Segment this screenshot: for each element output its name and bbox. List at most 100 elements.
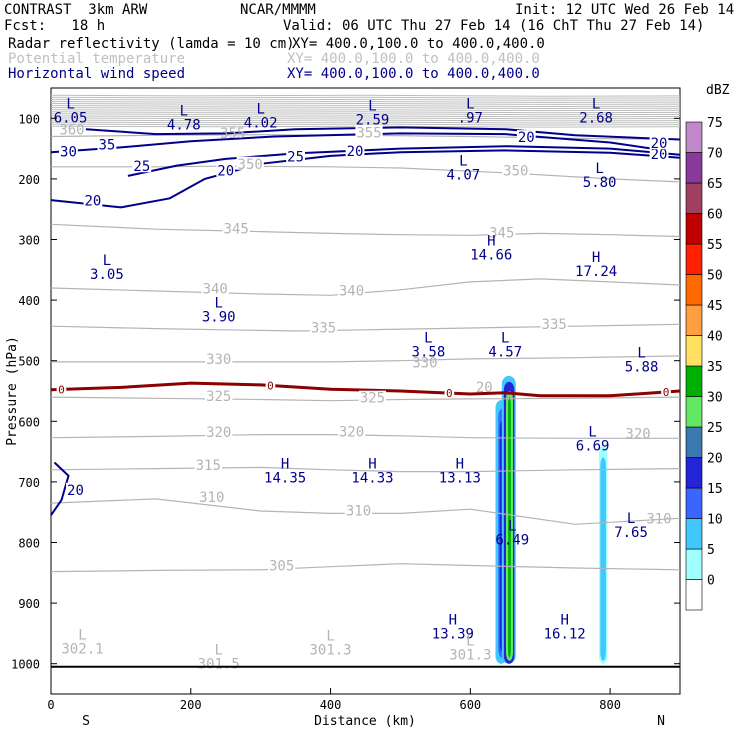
low-marker: L [466, 97, 474, 113]
colorbar-segment [685, 518, 703, 550]
upper-theta-line [50, 107, 681, 110]
contour-label: 330 [412, 356, 437, 372]
wind-label: 20 [651, 147, 668, 163]
upper-theta-line [50, 111, 681, 114]
extremum-value: 5.80 [583, 175, 617, 191]
colorbar-label: 35 [707, 360, 723, 375]
wind-label-bg [216, 163, 236, 177]
wind-label-bg [649, 147, 669, 161]
low-marker: L [501, 331, 509, 347]
theta-label: 315 [196, 458, 221, 474]
model-name: CONTRAST 3km ARW [4, 2, 148, 18]
extremum-value: 14.66 [470, 248, 512, 264]
theta-label-bg [502, 163, 530, 177]
y-tick-label: 500 [18, 355, 40, 369]
upper-theta-line [50, 121, 681, 124]
valid-time: Valid: 06 UTC Thu 27 Feb 14 (16 ChT Thu … [283, 18, 705, 34]
x-tick-label: 200 [180, 698, 202, 712]
freezing-label-bg [444, 389, 455, 398]
theta-contour-305 [50, 563, 681, 573]
wind-label-bg [649, 136, 669, 150]
y-tick-label: 1000 [11, 658, 40, 672]
extremum-value: 4.02 [244, 115, 278, 131]
x-tick-label: 600 [459, 698, 481, 712]
low-marker: L [466, 634, 474, 650]
wind-label: 20 [85, 194, 102, 210]
theta-label-bg [236, 156, 264, 170]
colorbar-unit: dBZ [706, 83, 730, 98]
colorbar-segment [685, 365, 703, 397]
theta-label-bg [540, 316, 568, 330]
high-marker: H [281, 457, 289, 473]
extremum-value: 14.35 [264, 471, 306, 487]
wind-label: 20 [67, 483, 84, 499]
freezing-level-label: 0 [58, 383, 65, 396]
wind-label-bg [345, 144, 365, 158]
theta-label: 320 [206, 425, 231, 441]
theta-contour-340 [50, 278, 681, 296]
theta-label: 335 [542, 317, 567, 333]
extremum-value: 3.05 [90, 267, 124, 283]
extremum-value: 302.1 [61, 641, 103, 657]
contour-label: 355 [220, 126, 245, 142]
extremum-value: 17.24 [575, 264, 617, 280]
upper-theta-line [50, 119, 681, 122]
wind-contour-35 [85, 126, 681, 141]
extremum-value: 6.69 [576, 438, 610, 454]
upper-contour-band [50, 94, 681, 128]
contour-label: 20 [476, 380, 493, 396]
theta-label: 330 [206, 352, 231, 368]
freezing-level-line [50, 381, 681, 398]
theta-label-bg [222, 221, 250, 235]
theta-label-bg [194, 457, 222, 471]
freezing-level-label: 0 [446, 387, 453, 400]
theta-label: 305 [269, 559, 294, 575]
colorbar-segment [685, 396, 703, 428]
extremum-value: 16.12 [544, 626, 586, 642]
low-marker: L [180, 103, 188, 119]
theta-contour-315 [50, 466, 681, 473]
forecast-hour: Fcst: 18 h [4, 18, 106, 34]
extremum-value: 6.49 [495, 532, 529, 548]
colorbar-segment [685, 487, 703, 519]
colorbar-segment [685, 243, 703, 275]
colorbar-label: 55 [707, 238, 723, 253]
theta-label-bg [337, 283, 366, 297]
wind-label-bg [59, 144, 78, 158]
extremum-value: 14.33 [351, 471, 393, 487]
high-marker: H [449, 612, 457, 628]
wind-label-bg [286, 149, 306, 163]
colorbar-label: 20 [707, 452, 723, 467]
colorbar-segment [685, 335, 703, 367]
low-marker: L [588, 424, 596, 440]
north-label: N [657, 714, 665, 729]
wind-label-bg [66, 482, 85, 496]
extremum-value: 4.78 [167, 117, 201, 133]
theta-label-bg [355, 125, 383, 139]
theta-label: 340 [203, 282, 228, 298]
colorbar-label: 70 [707, 147, 723, 162]
extremum-value: 301.3 [309, 643, 351, 659]
extremum-value: 2.68 [579, 111, 613, 127]
low-marker: L [424, 331, 432, 347]
south-label: S [82, 714, 90, 729]
colorbar-segment [685, 274, 703, 306]
extremum-value: 301.5 [198, 657, 240, 673]
wind-label: 25 [287, 150, 304, 166]
theta-contour-320 [50, 434, 680, 439]
freezing-label-bg [265, 381, 276, 390]
wind-label: 25 [133, 159, 150, 175]
high-marker: H [560, 612, 568, 628]
field-theta-name: Potential temperature [8, 51, 186, 67]
theta-label: 345 [489, 225, 514, 241]
wind-label-bg [516, 130, 536, 144]
freezing-label-bg [56, 385, 67, 394]
upper-theta-line [50, 100, 681, 103]
extremum-value: 6.05 [54, 111, 88, 127]
colorbar-segment [685, 548, 703, 580]
y-tick-label: 400 [18, 294, 40, 308]
low-marker: L [508, 518, 516, 534]
colorbar-label: 60 [707, 208, 723, 223]
theta-label-bg [488, 225, 516, 239]
theta-label-bg [358, 390, 387, 404]
